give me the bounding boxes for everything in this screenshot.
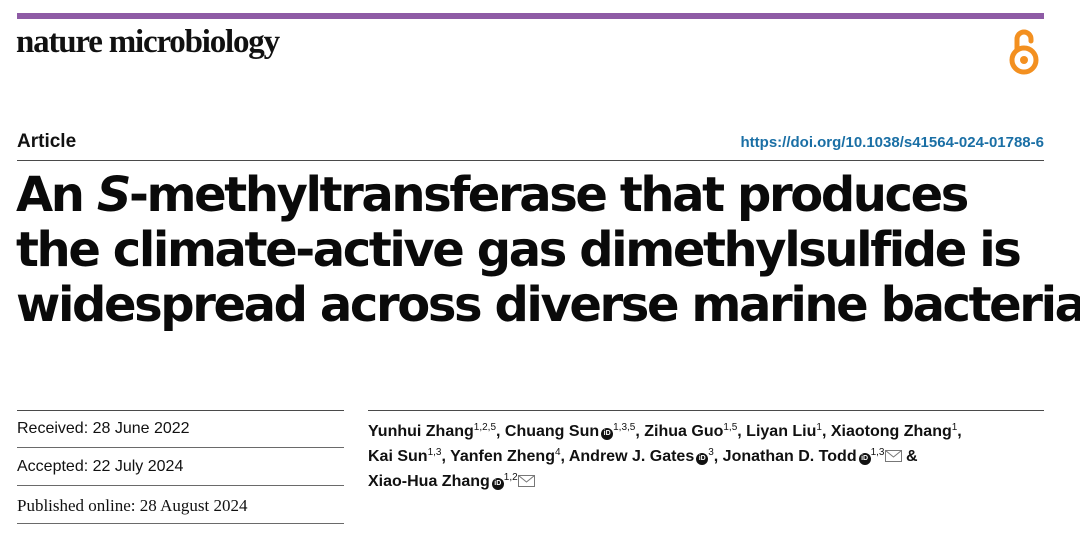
received-date-row: Received: 28 June 2022 [17, 410, 344, 448]
author-separator: , [957, 423, 962, 440]
author-separator: , [713, 448, 723, 465]
author-separator: & [901, 448, 918, 465]
orcid-icon[interactable]: iD [696, 453, 709, 465]
affiliation-numbers: 1,3,5 [613, 422, 636, 433]
accepted-date: Accepted: 22 July 2024 [17, 458, 184, 475]
doi-link[interactable]: https://doi.org/10.1038/s41564-024-01788… [740, 134, 1045, 151]
affiliation-numbers: 1 [816, 422, 822, 433]
email-icon[interactable] [884, 450, 902, 462]
author: Yunhui Zhang1,2,5, [368, 422, 505, 441]
author-line-1: Yunhui Zhang1,2,5, Chuang Sun iD1,3,5, Zi… [368, 419, 1044, 444]
journal-accent-bar [17, 13, 1044, 19]
author-name[interactable]: Jonathan D. Todd [722, 448, 857, 465]
author-name[interactable]: Chuang Sun [504, 423, 600, 440]
author: Liyan Liu1, [746, 422, 831, 441]
affiliation-numbers: 1,2,5 [473, 422, 497, 433]
author-line-3: Xiao-Hua Zhang iD1,2 [368, 469, 1044, 494]
author-name[interactable]: Yunhui Zhang [368, 423, 474, 440]
article-type: Article [17, 131, 77, 152]
accepted-date-row: Accepted: 22 July 2024 [17, 448, 344, 486]
email-icon[interactable] [517, 475, 535, 487]
author: Yanfen Zheng4, [450, 447, 569, 466]
title-line-1: An S-methyltransferase that produces [16, 167, 969, 223]
published-date: Published online: 28 August 2024 [17, 496, 248, 515]
author-separator: , [560, 448, 569, 465]
orcid-icon[interactable]: iD [491, 478, 504, 490]
author-separator: , [496, 423, 505, 440]
author-name[interactable]: Kai Sun [368, 448, 428, 465]
article-title: An S-methyltransferase that produces the… [16, 167, 1080, 333]
author-name[interactable]: Liyan Liu [746, 423, 817, 440]
affiliation-numbers: 1,3 [427, 447, 442, 458]
author-name[interactable]: Xiao-Hua Zhang [368, 473, 490, 490]
header-divider [17, 160, 1044, 161]
authors-top-divider [368, 410, 1044, 411]
received-date: Received: 28 June 2022 [17, 420, 190, 437]
author-list: Yunhui Zhang1,2,5, Chuang Sun iD1,3,5, Zi… [368, 419, 1044, 494]
author-line-2: Kai Sun1,3, Yanfen Zheng4, Andrew J. Gat… [368, 444, 1044, 469]
author: Xiaotong Zhang1, [830, 422, 962, 441]
dates-top-divider [17, 410, 344, 411]
author: Xiao-Hua Zhang iD1,2 [368, 473, 535, 490]
affiliation-numbers: 1,3 [870, 447, 885, 458]
author: Jonathan D. Todd iD1,3 & [723, 448, 918, 465]
orcid-icon[interactable]: iD [601, 428, 614, 440]
affiliation-numbers: 1,5 [723, 422, 738, 433]
author: Zihua Guo1,5, [644, 422, 747, 441]
title-line-2: the climate-active gas dimethylsulfide i… [16, 222, 1022, 278]
author-separator: , [821, 423, 831, 440]
journal-name[interactable]: nature microbiology [16, 24, 280, 60]
affiliation-numbers: 4 [554, 447, 561, 458]
title-line-3: widespread across diverse marine bacteri… [16, 277, 1080, 333]
author-name[interactable]: Yanfen Zheng [450, 448, 555, 465]
affiliation-numbers: 1 [951, 422, 958, 433]
author-name[interactable]: Andrew J. Gates [568, 448, 695, 465]
author: Kai Sun1,3, [368, 447, 451, 466]
affiliation-numbers: 3 [708, 447, 714, 458]
author-name[interactable]: Zihua Guo [644, 423, 724, 440]
affiliation-numbers: 1,2 [503, 472, 518, 483]
orcid-icon[interactable]: iD [858, 453, 871, 465]
author-name[interactable]: Xiaotong Zhang [830, 423, 952, 440]
author: Andrew J. Gates iD3, [569, 448, 723, 465]
open-access-lock-icon[interactable] [1006, 24, 1042, 76]
published-date-row: Published online: 28 August 2024 [17, 486, 344, 524]
author: Chuang Sun iD1,3,5, [505, 423, 644, 440]
author-separator: , [737, 423, 747, 440]
author-separator: , [441, 448, 451, 465]
author-separator: , [635, 423, 645, 440]
